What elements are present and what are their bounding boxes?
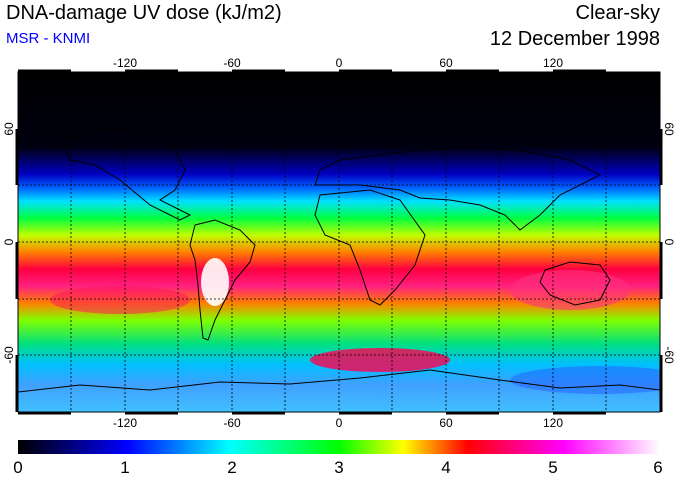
date-label: 12 December 1998 bbox=[489, 28, 660, 50]
lat-tick-left: 60 bbox=[2, 122, 16, 136]
sky-condition-label: Clear-sky bbox=[575, 2, 660, 24]
colorbar bbox=[18, 440, 660, 454]
colorbar-label: 3 bbox=[334, 458, 344, 477]
lon-tick-bottom: -120 bbox=[113, 416, 137, 430]
graticule bbox=[18, 72, 660, 412]
lon-tick-top: 0 bbox=[336, 56, 343, 70]
lon-tick-bottom: 60 bbox=[439, 416, 453, 430]
coastlines bbox=[18, 129, 660, 393]
lon-tick-top: 60 bbox=[439, 56, 453, 70]
colorbar-label: 5 bbox=[548, 458, 558, 477]
lon-tick-top: 120 bbox=[543, 56, 563, 70]
lon-tick-bottom: -60 bbox=[223, 416, 241, 430]
map-title: DNA-damage UV dose (kJ/m2) bbox=[6, 2, 282, 24]
colorbar-label: 0 bbox=[13, 458, 23, 477]
source-label: MSR - KNMI bbox=[6, 30, 91, 47]
lon-tick-bottom: 120 bbox=[543, 416, 563, 430]
lon-tick-top: -60 bbox=[223, 56, 241, 70]
lon-tick-bottom: 0 bbox=[336, 416, 343, 430]
lat-tick-right: -60 bbox=[662, 346, 676, 364]
colorbar-label: 2 bbox=[227, 458, 237, 477]
colorbar-label: 6 bbox=[653, 458, 663, 477]
lat-tick-left: 0 bbox=[2, 238, 16, 245]
frame-ticks bbox=[15, 69, 663, 415]
lat-tick-left: -60 bbox=[2, 346, 16, 364]
colorbar-label: 1 bbox=[120, 458, 130, 477]
lon-tick-top: -120 bbox=[113, 56, 137, 70]
lat-tick-right: 0 bbox=[662, 239, 676, 246]
colorbar-label: 4 bbox=[441, 458, 451, 477]
lat-tick-right: 60 bbox=[662, 122, 676, 136]
